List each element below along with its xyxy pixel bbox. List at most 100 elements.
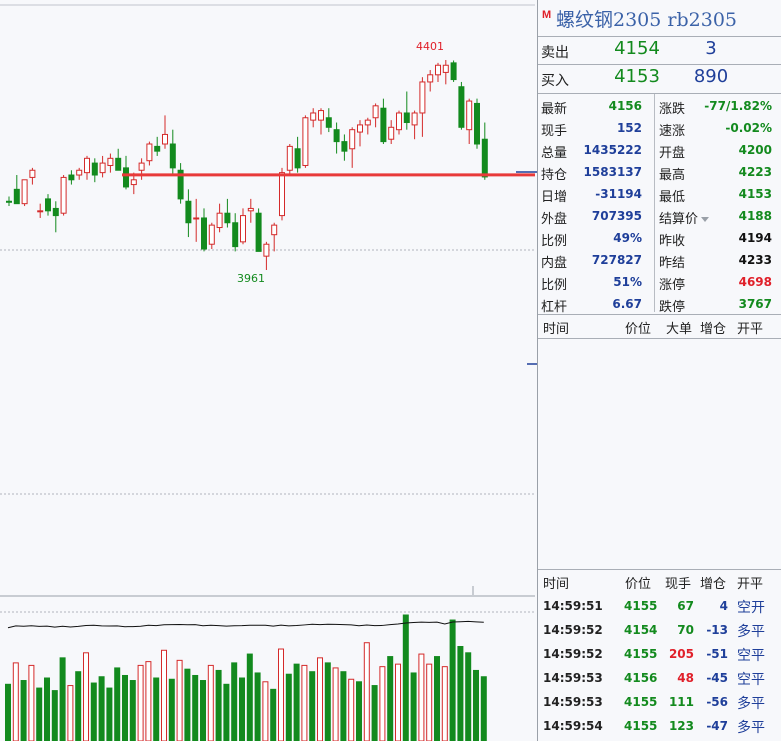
tick-time: 14:59:54 (543, 719, 603, 733)
sell-volume: 3 (705, 38, 717, 59)
candle-body (442, 64, 449, 73)
tick-price: 4155 (624, 719, 658, 733)
volume-bar (153, 677, 160, 741)
candle-body (13, 188, 20, 205)
tick-time: 14:59:52 (543, 623, 603, 637)
quote-row: 内盘 727827 昨结 4233 (538, 248, 781, 272)
buy-price: 4153 (614, 66, 660, 87)
header-position-change: 增仓 (700, 577, 727, 592)
candles-layer (6, 60, 488, 270)
candle (279, 167, 285, 221)
candle-body (84, 157, 90, 174)
candle (302, 115, 309, 168)
candle (419, 77, 426, 137)
quote-label-text: 昨结 (659, 256, 686, 271)
candle-body (91, 162, 98, 176)
tick-row[interactable]: 14:59:52 4154 70 -13 多平 (538, 618, 781, 642)
tick-time: 14:59:52 (543, 647, 603, 661)
volume-bar (207, 664, 214, 741)
candle-body (208, 224, 215, 245)
tick-position-change: -56 (706, 695, 728, 709)
candle-body (255, 212, 262, 252)
volume-bar (379, 666, 386, 741)
volume-bar (434, 656, 440, 741)
quote-label-text: 最高 (659, 168, 686, 183)
volume-bar (371, 685, 378, 741)
tick-row[interactable]: 14:59:53 4156 48 -45 空平 (538, 666, 781, 690)
quote-panel: M 螺纹钢2305 rb2305 卖出 4154 3 买入 4153 890 最… (537, 0, 781, 741)
candle (37, 203, 44, 218)
volume-bar (83, 652, 89, 741)
quote-label[interactable]: 结算价 (659, 208, 710, 227)
candle (286, 144, 293, 176)
volume-bar (122, 674, 128, 741)
candle (435, 62, 441, 82)
quote-label: 速涨 (659, 120, 685, 139)
candle-body (481, 138, 488, 178)
candle (68, 170, 75, 185)
candle (271, 222, 278, 252)
candle-body (45, 198, 51, 212)
candle (427, 70, 434, 92)
candle-body (21, 179, 28, 205)
tick-row[interactable]: 14:59:54 4155 123 -47 多平 (538, 714, 781, 738)
quote-label: 跌停 (659, 296, 685, 315)
candle-body (458, 86, 465, 128)
header-time: 时间 (543, 577, 570, 592)
big-order-list[interactable] (538, 339, 781, 569)
market-badge: M (542, 9, 552, 21)
tick-price: 4156 (624, 671, 658, 685)
volume-bar (293, 663, 300, 741)
volume-bar (332, 667, 339, 741)
candle-body (185, 200, 192, 224)
quote-label: 杠杆 (541, 300, 568, 315)
candle (403, 91, 410, 130)
candle (169, 129, 176, 176)
volume-bar (75, 671, 82, 741)
candle (185, 189, 192, 238)
quote-label: 昨收 (659, 230, 685, 249)
divider (538, 314, 781, 315)
kline-chart-area[interactable]: 4401 3961 (0, 0, 537, 741)
candle (481, 122, 488, 180)
volume-bar (200, 680, 206, 741)
candle (201, 208, 207, 252)
candle-body (388, 126, 395, 140)
quote-label: 开盘 (659, 142, 685, 161)
candle (45, 194, 51, 216)
volume-bar (348, 678, 355, 741)
candle (411, 110, 418, 140)
candle (310, 108, 317, 128)
tick-row[interactable]: 14:59:53 4155 111 -56 多平 (538, 690, 781, 714)
tick-time: 14:59:53 (543, 695, 603, 709)
tick-row[interactable]: 14:59:52 4155 205 -51 空平 (538, 642, 781, 666)
quote-value: -0.02% (725, 121, 772, 135)
candle-body (29, 169, 36, 178)
tick-open-close: 空开 (737, 600, 765, 616)
candle-body (302, 117, 309, 166)
orderbook-buy-row[interactable]: 买入 4153 890 (538, 64, 781, 94)
candle (372, 103, 379, 128)
quote-label: 持仓 (541, 168, 568, 183)
chevron-down-icon[interactable] (701, 217, 710, 222)
candle-body (341, 141, 348, 152)
volume-bar (402, 614, 409, 741)
candle (29, 167, 36, 185)
candle-body (357, 124, 363, 133)
candle (76, 167, 83, 180)
candle-body (224, 212, 231, 224)
volume-bar (239, 677, 245, 741)
candle-body (310, 112, 317, 121)
quote-label-text: 昨收 (659, 234, 686, 249)
quote-row: 总量 1435222 开盘 4200 (538, 138, 781, 162)
orderbook-sell-row[interactable]: 卖出 4154 3 (538, 36, 781, 66)
kline-chart[interactable]: 4401 3961 (0, 0, 537, 741)
header-time: 时间 (543, 322, 570, 337)
quote-value: 4194 (738, 231, 772, 245)
tick-open-close: 空平 (737, 648, 765, 664)
tick-row[interactable]: 14:59:51 4155 67 4 空开 (538, 594, 781, 618)
quote-row: 比例 51% 涨停 4698 (538, 270, 781, 294)
contract-title[interactable]: 螺纹钢2305 rb2305 (556, 9, 737, 31)
quote-label: 日增 (541, 190, 568, 205)
volume-bar (418, 653, 425, 741)
